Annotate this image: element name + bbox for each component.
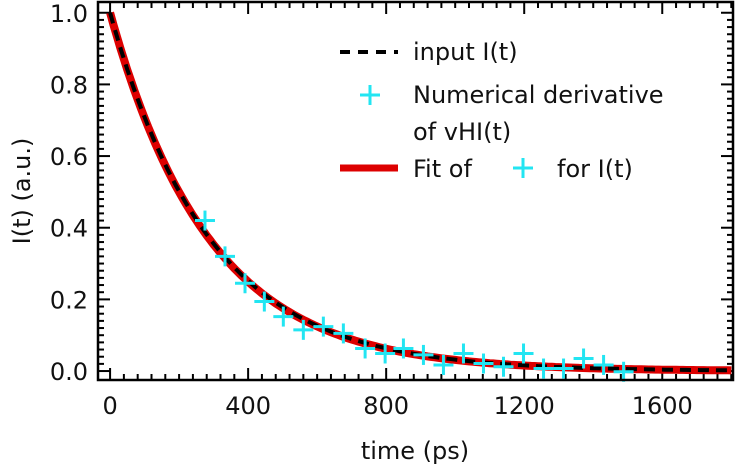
data-point-cross [533,358,554,379]
data-point-cross [613,361,634,382]
x-tick-label: 400 [225,392,271,420]
x-axis-label: time (ps) [361,437,469,465]
legend-fit-cross-icon [513,158,533,178]
legend-input-label: input I(t) [413,38,518,66]
data-point-cross [235,273,256,294]
plot-frame [96,0,735,382]
y-tick-label: 0.0 [50,358,88,386]
data-point-cross [215,246,235,267]
y-axis-label: I(t) (a.u.) [8,138,36,245]
legend: input I(t) Numerical derivative of vHI(t… [340,38,664,183]
y-tick-label: 0.8 [50,71,88,99]
data-point-cross [493,356,514,377]
y-tick-label: 0.6 [50,143,88,171]
y-tick-label: 0.4 [50,215,88,243]
legend-fit-label: Fit of [413,155,472,183]
data-point-cross [293,319,314,340]
legend-points-label-line2: of vHI(t) [413,118,511,146]
data-point-cross [273,306,294,327]
data-point-cross [333,323,354,344]
data-point-cross [194,210,215,231]
legend-points-label: Numerical derivative [413,81,664,109]
data-point-cross [375,343,396,364]
x-tick-label: 1600 [632,392,693,420]
input-curve [108,12,732,373]
data-point-cross [254,291,275,312]
x-tick-label: 0 [102,392,117,420]
legend-fit-label-suffix: for I(t) [557,155,633,183]
data-point-cross [393,338,414,359]
y-tick-label: 0.2 [50,286,88,314]
data-point-cross [473,353,494,374]
data-point-cross [433,354,454,375]
y-tick-label: 1.0 [50,0,88,28]
x-tick-label: 1200 [494,392,555,420]
data-point-cross [573,348,594,369]
data-point-cross [313,316,334,337]
tick-labels: 0 400 800 1200 1600 0.0 0.2 0.4 0.6 0.8 1.0 [50,0,693,420]
data-point-cross [513,343,534,364]
data-point-cross [413,344,434,365]
data-point-cross [593,354,614,375]
legend-cross-icon [360,85,380,105]
curves [106,11,732,375]
data-point-cross [355,338,376,359]
data-point-cross [553,358,574,379]
fit-curve [106,11,732,375]
data-points [194,210,634,382]
data-point-cross [453,343,474,364]
x-tick-label: 800 [363,392,409,420]
